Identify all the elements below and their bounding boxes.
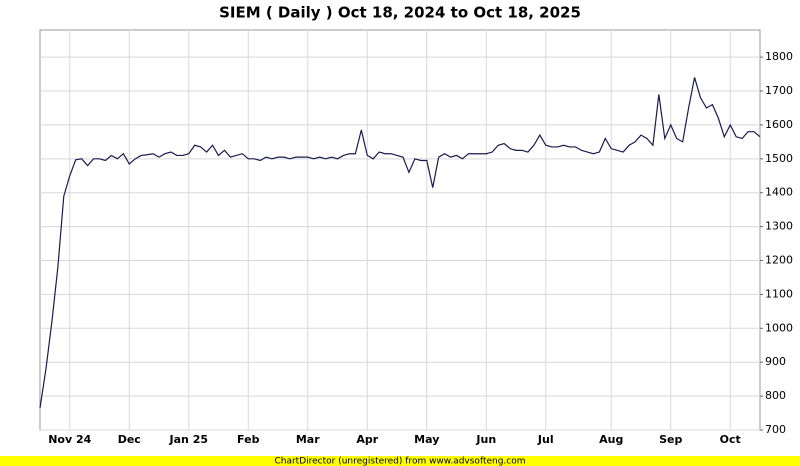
y-tick-label: 1800 bbox=[765, 50, 793, 63]
y-tick-label: 900 bbox=[765, 355, 786, 368]
y-tick-label: 800 bbox=[765, 389, 786, 402]
x-tick-label: Nov 24 bbox=[48, 433, 91, 446]
y-tick-label: 1500 bbox=[765, 152, 793, 165]
y-tick-label: 1400 bbox=[765, 186, 793, 199]
x-tick-label: Apr bbox=[356, 433, 378, 446]
x-tick-label: Sep bbox=[659, 433, 682, 446]
x-tick-label: Aug bbox=[599, 433, 623, 446]
price-line bbox=[39, 77, 761, 409]
chart-title: SIEM ( Daily ) Oct 18, 2024 to Oct 18, 2… bbox=[219, 4, 581, 22]
y-tick-label: 700 bbox=[765, 423, 786, 436]
x-tick-label: Oct bbox=[720, 433, 741, 446]
y-tick-label: 1600 bbox=[765, 118, 793, 131]
x-tick-label: Jul bbox=[537, 433, 554, 446]
y-tick-label: 1100 bbox=[765, 287, 793, 300]
x-tick-label: May bbox=[414, 433, 439, 446]
x-tick-label: Jan 25 bbox=[169, 433, 208, 446]
plot-area bbox=[39, 29, 761, 431]
footer-bar bbox=[0, 456, 800, 466]
footer: ChartDirector (unregistered) from www.ad… bbox=[274, 457, 525, 466]
x-tick-label: Feb bbox=[237, 433, 260, 446]
y-tick-label: 1000 bbox=[765, 321, 793, 334]
x-tick-label: Mar bbox=[296, 433, 320, 446]
y-tick-label: 1700 bbox=[765, 84, 793, 97]
x-tick-label: Dec bbox=[118, 433, 141, 446]
y-tick-label: 1200 bbox=[765, 254, 793, 267]
y-tick-label: 1300 bbox=[765, 220, 793, 233]
x-tick-label: Jun bbox=[475, 433, 496, 446]
